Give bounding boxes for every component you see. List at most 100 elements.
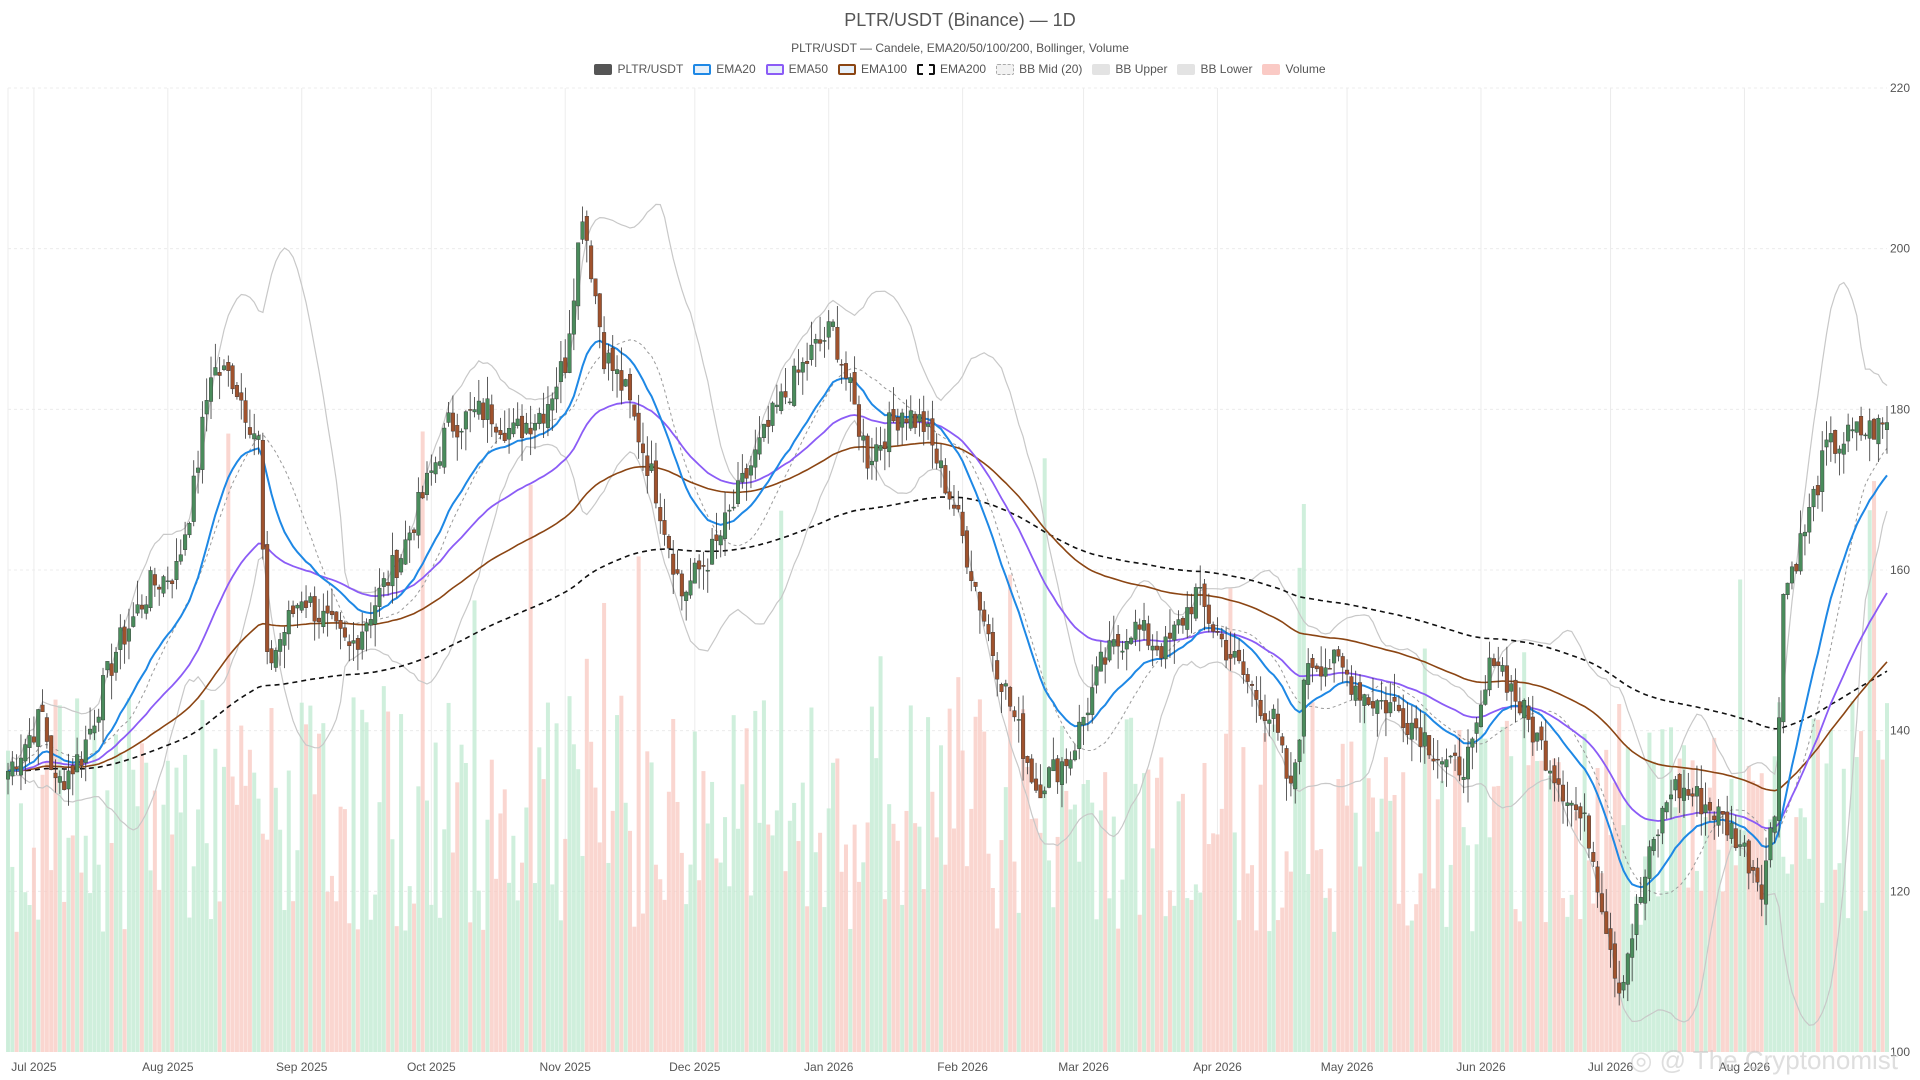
- volume-bar: [636, 556, 641, 1052]
- x-tick-label: Jan 2026: [804, 1060, 854, 1074]
- candle-body: [152, 574, 157, 586]
- candle-body: [908, 410, 913, 429]
- candle-body: [230, 365, 235, 390]
- candle-body: [684, 591, 689, 601]
- candle-body: [1414, 718, 1419, 729]
- candle-body: [1703, 804, 1708, 813]
- volume-bar: [520, 862, 525, 1052]
- volume-bar: [675, 801, 680, 1052]
- volume-bar: [433, 742, 438, 1052]
- legend-item[interactable]: Volume: [1262, 62, 1326, 76]
- candle-body: [49, 735, 54, 770]
- ema100-line: [7, 441, 1888, 792]
- volume-bar: [1133, 783, 1138, 1052]
- volume-bar: [424, 800, 429, 1052]
- volume-bar: [1841, 768, 1846, 1052]
- candle-body: [1440, 761, 1445, 765]
- y-tick-label: 140: [1890, 724, 1910, 738]
- candle-body: [1751, 867, 1756, 871]
- volume-bar: [926, 717, 931, 1052]
- legend-item[interactable]: BB Mid (20): [996, 62, 1082, 76]
- candle-body: [113, 651, 118, 673]
- candle-body: [1129, 637, 1134, 644]
- volume-bar: [666, 791, 671, 1052]
- candle-body: [126, 628, 131, 642]
- volume-bar: [1111, 816, 1116, 1052]
- legend-item[interactable]: EMA20: [693, 62, 756, 76]
- volume-bar: [692, 731, 697, 1052]
- candle-body: [973, 581, 978, 587]
- candle-body: [1211, 624, 1216, 632]
- volume-bar: [891, 823, 896, 1052]
- volume-bar: [714, 858, 719, 1052]
- x-tick-label: May 2026: [1321, 1060, 1374, 1074]
- candle-body: [1811, 488, 1816, 508]
- candle-body: [1029, 758, 1034, 783]
- candle-body: [913, 413, 918, 428]
- candle-body: [666, 535, 671, 549]
- legend-swatch: [1177, 63, 1196, 75]
- volume-bar: [131, 769, 136, 1052]
- candle-body: [1336, 649, 1341, 657]
- candle-body: [541, 413, 546, 424]
- volume-bar: [101, 931, 106, 1052]
- candle-body: [969, 571, 974, 582]
- volume-bar: [1029, 818, 1034, 1052]
- candle-body: [1215, 631, 1220, 633]
- candle-body: [1634, 903, 1639, 935]
- candle-body: [334, 611, 339, 622]
- volume-bar: [1150, 848, 1155, 1052]
- candle-body: [1293, 762, 1298, 790]
- candle-body: [1224, 640, 1229, 661]
- candle-body: [161, 576, 166, 594]
- ema20-line: [7, 339, 1888, 889]
- volume-bar: [1314, 850, 1319, 1052]
- candle-body: [956, 504, 961, 510]
- candle-body: [10, 761, 15, 777]
- candle-body: [615, 369, 620, 374]
- chart-title: PLTR/USDT (Binance) — 1D: [844, 10, 1076, 30]
- volume-bar: [995, 928, 1000, 1052]
- volume-bar: [308, 705, 313, 1052]
- candle-body: [882, 441, 887, 450]
- legend-item[interactable]: BB Lower: [1177, 62, 1252, 76]
- legend-swatch: [1262, 63, 1281, 75]
- volume-bar: [852, 824, 857, 1052]
- volume-bar: [1768, 819, 1773, 1052]
- candle-body: [88, 728, 93, 735]
- volume-bar: [342, 809, 347, 1052]
- legend-item[interactable]: PLTR/USDT: [594, 62, 683, 76]
- volume-bar: [1297, 567, 1302, 1052]
- candle-body: [1185, 607, 1190, 630]
- candle-body: [273, 650, 278, 668]
- y-tick-label: 180: [1890, 402, 1910, 416]
- volume-bars: [6, 431, 1889, 1053]
- volume-bar: [1599, 873, 1604, 1052]
- legend-item[interactable]: EMA100: [838, 62, 907, 76]
- volume-bar: [1617, 704, 1622, 1052]
- volume-bar: [748, 895, 753, 1052]
- volume-bar: [1025, 766, 1030, 1052]
- volume-bar: [178, 812, 183, 1052]
- volume-bar: [1016, 912, 1021, 1052]
- legend-item[interactable]: BB Upper: [1092, 62, 1167, 76]
- candle-body: [1643, 876, 1648, 904]
- volume-bar: [247, 749, 252, 1052]
- candle-body: [1690, 793, 1695, 797]
- candle-body: [1383, 700, 1388, 714]
- volume-bar: [1072, 804, 1077, 1052]
- candle-body: [386, 582, 391, 586]
- candle-body: [299, 601, 304, 611]
- candle-body: [675, 569, 680, 574]
- volume-bar: [593, 787, 598, 1052]
- legend-item[interactable]: EMA50: [765, 62, 828, 76]
- candle-body: [1107, 640, 1112, 661]
- candle-body: [1237, 649, 1242, 662]
- legend-item[interactable]: EMA200: [917, 62, 986, 76]
- candle-body: [144, 604, 149, 614]
- volume-bar: [705, 823, 710, 1052]
- volume-bar: [256, 798, 261, 1052]
- candle-body: [779, 391, 784, 411]
- bb-upper-line: [7, 203, 1888, 780]
- candle-body: [1712, 815, 1717, 821]
